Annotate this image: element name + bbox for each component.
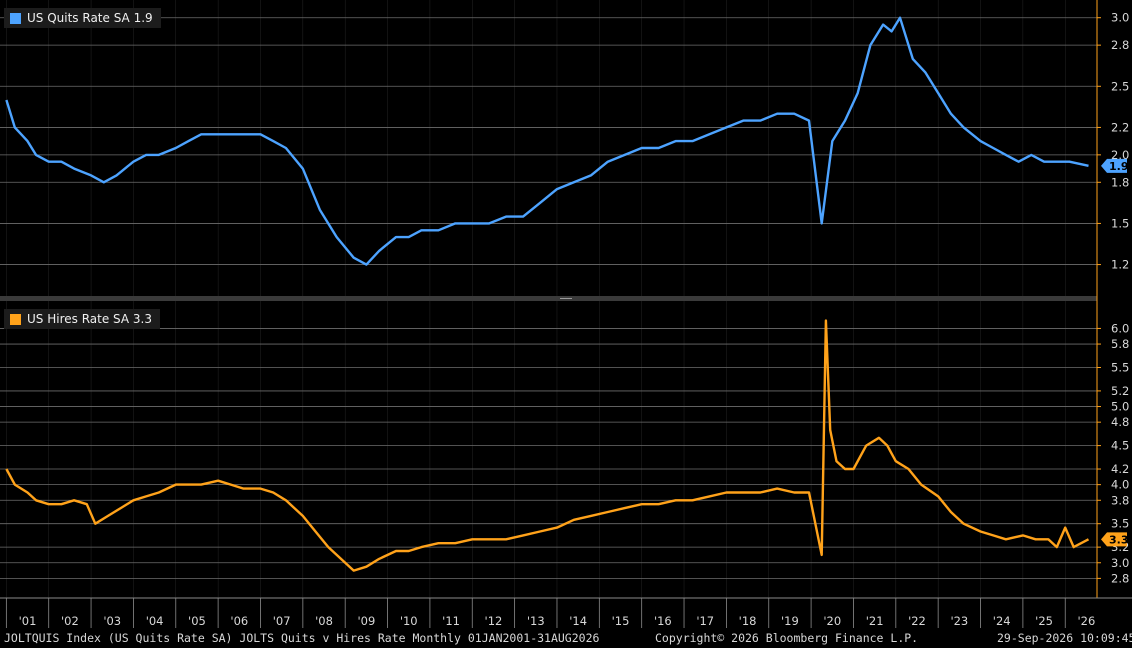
y-tick-label: 5.0 — [1111, 400, 1129, 414]
y-tick-label: 5.8 — [1111, 337, 1129, 351]
x-tick-label: '15 — [612, 614, 630, 628]
y-tick-label: 4.5 — [1111, 439, 1129, 453]
quits-legend[interactable]: US Quits Rate SA 1.9 — [4, 8, 161, 28]
hires-last-value-label: 3.3 — [1109, 533, 1129, 546]
x-tick-label: '22 — [908, 614, 926, 628]
x-tick-label: '09 — [357, 614, 375, 628]
x-tick-label: '06 — [230, 614, 248, 628]
y-tick-label: 3.0 — [1111, 11, 1129, 25]
x-tick-label: '17 — [696, 614, 714, 628]
y-tick-label: 1.8 — [1111, 175, 1129, 189]
y-tick-label: 1.2 — [1111, 258, 1129, 272]
series-lines — [5, 16, 1090, 572]
hires-legend[interactable]: US Hires Rate SA 3.3 — [4, 309, 160, 329]
x-tick-label: '14 — [569, 614, 587, 628]
y-tick-label: 2.5 — [1111, 79, 1129, 93]
panel-divider[interactable] — [0, 296, 1097, 301]
x-tick-label: '13 — [527, 614, 545, 628]
x-tick-label: '02 — [61, 614, 79, 628]
x-tick-label: '11 — [442, 614, 460, 628]
footer-copyright: Copyright© 2026 Bloomberg Finance L.P. — [655, 631, 919, 645]
y-tick-label: 3.0 — [1111, 556, 1129, 570]
quits-series-line — [5, 16, 1089, 266]
x-tick-label: '23 — [950, 614, 968, 628]
quits-last-value-label: 1.9 — [1109, 160, 1129, 173]
x-tick-label: '03 — [103, 614, 121, 628]
x-tick-label: '04 — [146, 614, 164, 628]
y-tick-label: 3.5 — [1111, 517, 1129, 531]
y-tick-label: 4.8 — [1111, 415, 1129, 429]
x-tick-label: '05 — [188, 614, 206, 628]
hires-last-value-badge — [1101, 532, 1127, 547]
y-tick-label: 4.2 — [1111, 462, 1129, 476]
x-tick-label: '21 — [866, 614, 884, 628]
x-tick-label: '08 — [315, 614, 333, 628]
x-tick-label: '01 — [19, 614, 37, 628]
hires-legend-swatch — [10, 313, 21, 325]
grid-lines — [0, 0, 1097, 628]
y-tick-label: 5.5 — [1111, 360, 1129, 374]
y-tick-label: 3.8 — [1111, 493, 1129, 507]
y-tick-label: 2.8 — [1111, 38, 1129, 52]
y-tick-label: 2.0 — [1111, 148, 1129, 162]
quits-legend-label: US Quits Rate SA 1.9 — [27, 11, 153, 25]
hires-legend-label: US Hires Rate SA 3.3 — [27, 312, 152, 326]
x-tick-label: '19 — [781, 614, 799, 628]
x-tick-label: '20 — [823, 614, 841, 628]
hires-series-line — [5, 319, 1090, 572]
x-tick-label: '26 — [1078, 614, 1096, 628]
quits-legend-swatch — [10, 12, 21, 24]
x-axis-ticks: '01 '02 '03 '04 '05 '06 '07 '08 '09 '10 '11 '12 '13 '… — [5, 598, 1096, 628]
x-tick-label: '12 — [485, 614, 503, 628]
x-tick-label: '24 — [993, 614, 1011, 628]
footer-timestamp: 29-Sep-2026 10:09:45 — [997, 631, 1132, 645]
x-tick-label: '25 — [1035, 614, 1053, 628]
quits-last-value-badge — [1101, 158, 1127, 173]
y-tick-label: 1.5 — [1111, 216, 1129, 230]
y-axis-ticks: 1.21.51.82.02.22.52.83.02.83.03.23.53.84… — [1097, 11, 1129, 585]
y-tick-label: 5.2 — [1111, 384, 1129, 398]
x-tick-label: '07 — [273, 614, 291, 628]
last-value-badges: 1.9 3.3 — [1101, 158, 1129, 547]
y-tick-label: 2.8 — [1111, 571, 1129, 585]
x-tick-label: '10 — [400, 614, 418, 628]
footer-source: JOLTQUIS Index (US Quits Rate SA) JOLTS … — [4, 631, 600, 645]
y-tick-label: 2.2 — [1111, 120, 1129, 134]
x-tick-label: '18 — [739, 614, 757, 628]
y-tick-label: 4.0 — [1111, 478, 1129, 492]
x-tick-label: '16 — [654, 614, 672, 628]
y-tick-label: 6.0 — [1111, 321, 1129, 335]
